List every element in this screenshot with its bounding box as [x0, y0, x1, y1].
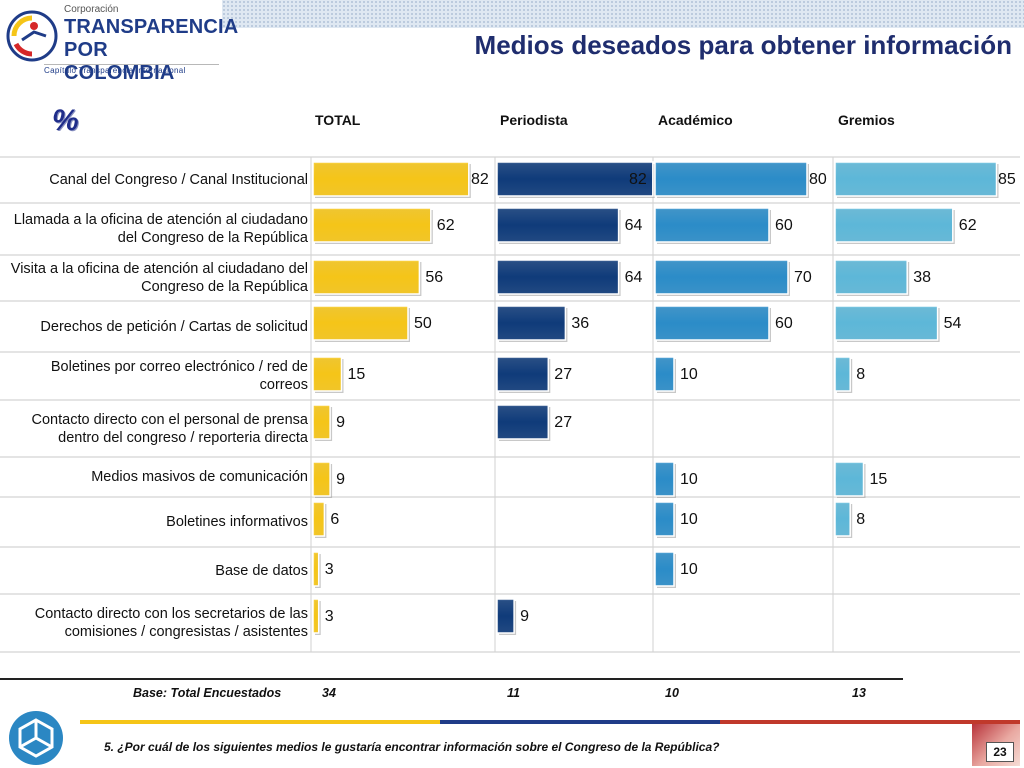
bar-value-label-total: 9	[336, 414, 345, 431]
bar-value-label-total: 15	[348, 366, 366, 383]
bar-value-label-periodista: 82	[629, 171, 647, 188]
base-value-total: 34	[322, 686, 336, 700]
bar-periodista	[497, 306, 565, 340]
bar-periodista	[497, 208, 619, 242]
bar-value-label-total: 50	[414, 315, 432, 332]
bar-gremios	[835, 462, 864, 496]
bar-value-label-periodista: 27	[554, 366, 572, 383]
footer-logo-icon	[8, 710, 64, 766]
bar-total	[313, 260, 419, 294]
bar-value-label-periodista: 64	[625, 217, 643, 234]
bar-total	[313, 552, 319, 586]
bar-gremios	[835, 260, 907, 294]
bar-total	[313, 599, 319, 633]
page-number: 23	[986, 742, 1014, 762]
bar-value-label-gremios: 54	[944, 315, 962, 332]
bar-total	[313, 502, 324, 536]
bar-value-label-total: 9	[336, 471, 345, 488]
bar-academico	[655, 306, 769, 340]
bar-value-label-periodista: 9	[520, 608, 529, 625]
bar-periodista	[497, 357, 548, 391]
bar-academico	[655, 260, 788, 294]
bar-chart: 82 62 56 50 15 9 9 6 3 3 82 64 64 36 27 27 9 80 60 70 60 10 10…	[0, 0, 1024, 680]
bar-value-label-total: 82	[471, 171, 489, 188]
bar-value-label-periodista: 36	[571, 315, 589, 332]
bar-value-label-total: 6	[330, 511, 339, 528]
bar-academico	[655, 502, 674, 536]
bar-academico	[655, 552, 674, 586]
bar-periodista	[497, 599, 514, 633]
bar-total	[313, 405, 330, 439]
bar-total	[313, 357, 342, 391]
bar-academico	[655, 208, 769, 242]
bar-value-label-academico: 60	[775, 315, 793, 332]
bar-value-label-academico: 10	[680, 471, 698, 488]
bar-total	[313, 462, 330, 496]
base-value-gremios: 13	[852, 686, 866, 700]
bar-academico	[655, 162, 807, 196]
bar-gremios	[835, 162, 997, 196]
bar-gremios	[835, 208, 953, 242]
base-label: Base: Total Encuestados	[133, 686, 281, 700]
bar-periodista	[497, 260, 619, 294]
bar-value-label-academico: 70	[794, 269, 812, 286]
bar-gremios	[835, 306, 938, 340]
bar-value-label-total: 56	[425, 269, 443, 286]
bar-value-label-academico: 10	[680, 561, 698, 578]
bar-periodista	[497, 405, 548, 439]
bar-value-label-gremios: 8	[856, 366, 865, 383]
bar-academico	[655, 462, 674, 496]
bar-gremios	[835, 502, 850, 536]
bar-total	[313, 162, 469, 196]
base-value-academico: 10	[665, 686, 679, 700]
bar-value-label-periodista: 64	[625, 269, 643, 286]
bar-value-label-gremios: 62	[959, 217, 977, 234]
bar-value-label-academico: 60	[775, 217, 793, 234]
survey-question: 5. ¿Por cuál de los siguientes medios le…	[104, 740, 720, 754]
bar-total	[313, 208, 431, 242]
bar-total	[313, 306, 408, 340]
bar-value-label-total: 3	[325, 608, 334, 625]
bar-value-label-gremios: 15	[870, 471, 888, 488]
base-value-periodista: 11	[507, 686, 520, 700]
bar-value-label-total: 3	[325, 561, 334, 578]
bar-gremios	[835, 357, 850, 391]
footer-color-bar	[80, 720, 1020, 724]
bar-value-label-total: 62	[437, 217, 455, 234]
bar-value-label-periodista: 27	[554, 414, 572, 431]
bar-value-label-academico: 80	[809, 171, 827, 188]
bar-value-label-academico: 10	[680, 511, 698, 528]
bar-academico	[655, 357, 674, 391]
page-corner-image: 23	[972, 724, 1020, 766]
base-rule	[0, 678, 903, 680]
bar-value-label-gremios: 85	[998, 171, 1016, 188]
bar-value-label-gremios: 8	[856, 511, 865, 528]
bar-value-label-gremios: 38	[913, 269, 931, 286]
bar-value-label-academico: 10	[680, 366, 698, 383]
